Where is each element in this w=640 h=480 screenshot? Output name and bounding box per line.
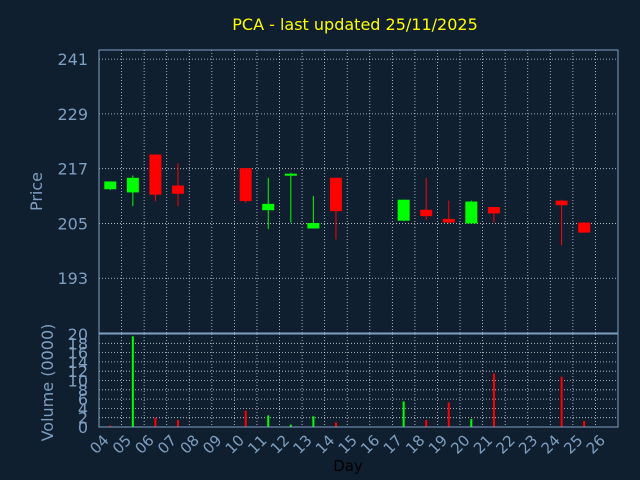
volume-bar bbox=[583, 420, 586, 427]
candle-body bbox=[104, 181, 117, 190]
chart-title: PCA - last updated 25/11/2025 bbox=[232, 15, 478, 34]
volume-bars bbox=[109, 336, 586, 427]
volume-bar bbox=[492, 373, 495, 427]
volume-bar bbox=[289, 424, 292, 427]
volume-y-tick-label: 2 bbox=[78, 409, 88, 428]
candle-body bbox=[487, 207, 500, 214]
candle-body bbox=[578, 222, 591, 233]
price-y-tick-label: 205 bbox=[57, 214, 88, 233]
price-y-axis-label: Price bbox=[27, 172, 46, 211]
price-candles bbox=[104, 154, 591, 246]
volume-y-tick-label: 12 bbox=[68, 362, 88, 381]
volume-bar bbox=[447, 402, 450, 427]
volume-y-tick-label: 10 bbox=[68, 372, 88, 391]
x-ticks: 0405060708091011121314151617181920212223… bbox=[86, 431, 609, 457]
volume-y-tick-label: 4 bbox=[78, 399, 88, 418]
volume-grid bbox=[99, 333, 618, 428]
volume-y-tick-label: 8 bbox=[78, 381, 88, 400]
volume-y-tick-label: 14 bbox=[68, 353, 88, 372]
volume-bar bbox=[312, 416, 315, 427]
volume-bar bbox=[109, 425, 112, 427]
volume-y-tick-label: 16 bbox=[68, 344, 88, 363]
x-tick-label: 26 bbox=[583, 431, 609, 457]
volume-bar bbox=[154, 417, 157, 427]
candle-body bbox=[329, 177, 342, 212]
candle-body bbox=[420, 209, 433, 217]
volume-bar bbox=[267, 415, 270, 427]
volume-y-tick-label: 0 bbox=[78, 418, 88, 437]
volume-bar bbox=[244, 410, 247, 427]
candle-body bbox=[465, 201, 478, 224]
candle-body bbox=[397, 199, 410, 221]
price-grid bbox=[99, 50, 618, 333]
candle-body bbox=[171, 185, 184, 194]
volume-y-tick-label: 6 bbox=[78, 390, 88, 409]
price-y-tick-label: 229 bbox=[57, 105, 88, 124]
volume-bar bbox=[131, 336, 134, 427]
candle-body bbox=[126, 177, 139, 193]
candle-body bbox=[307, 222, 320, 229]
volume-bar bbox=[470, 419, 473, 427]
candle-body bbox=[239, 168, 252, 202]
candle-body bbox=[555, 200, 568, 206]
candle-body bbox=[284, 173, 297, 176]
volume-y-tick-label: 18 bbox=[68, 334, 88, 353]
candle-body bbox=[262, 203, 275, 211]
volume-bar bbox=[334, 422, 337, 427]
volume-bar bbox=[560, 376, 563, 427]
price-frame bbox=[98, 49, 619, 334]
candle-body bbox=[442, 218, 455, 223]
volume-frame bbox=[98, 333, 619, 428]
volume-bar bbox=[176, 420, 179, 427]
price-y-tick-label: 217 bbox=[57, 160, 88, 179]
volume-y-tick-label: 20 bbox=[68, 325, 88, 344]
price-y-tick-label: 193 bbox=[57, 269, 88, 288]
price-y-ticks: 193 205 217 229 241 bbox=[57, 50, 88, 288]
x-axis-label: Day bbox=[333, 457, 363, 475]
volume-bar bbox=[425, 420, 428, 427]
candle-body bbox=[149, 154, 162, 195]
volume-bar bbox=[402, 401, 405, 427]
price-y-tick-label: 241 bbox=[57, 50, 88, 69]
volume-y-axis-label: Volume (0000) bbox=[38, 324, 57, 442]
